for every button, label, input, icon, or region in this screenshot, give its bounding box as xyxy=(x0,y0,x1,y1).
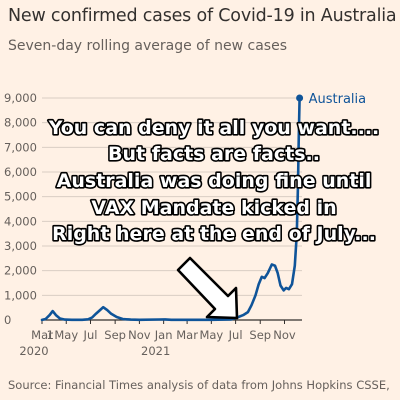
chart-source: Source: Financial Times analysis of data… xyxy=(8,378,390,392)
x-tick-label: Mar xyxy=(176,328,198,342)
chart-title: New confirmed cases of Covid-19 in Austr… xyxy=(8,6,397,26)
arrow-down-right-icon xyxy=(176,256,239,320)
legend-australia: Australia xyxy=(309,92,367,107)
y-tick-label: 2,000 xyxy=(4,264,37,278)
y-tick-label: 5,000 xyxy=(4,190,37,204)
x-tick-label: Jul xyxy=(83,328,98,342)
x-tick-label: Jul xyxy=(228,328,243,342)
meme-overlay: You can deny it all you want.... But fac… xyxy=(46,115,381,320)
x-tick-label: May xyxy=(54,328,78,342)
overlay-line-3: Australia was doing fine until xyxy=(57,170,372,192)
chart-subtitle: Seven-day rolling average of new cases xyxy=(8,38,287,54)
x-tick-label: Sep xyxy=(249,328,271,342)
x-tick-label: Nov xyxy=(273,328,296,342)
overlay-line-1: You can deny it all you want.... xyxy=(48,117,380,139)
x-tick-year: 2021 xyxy=(141,344,170,358)
y-tick-label: 6,000 xyxy=(4,165,37,179)
y-axis-ticks: 0 1,000 2,000 3,000 4,000 5,000 6,000 7,000 8,00… xyxy=(4,91,37,327)
x-tick-label: May xyxy=(199,328,223,342)
x-tick-label: Mar xyxy=(31,328,53,342)
x-tick-label: Sep xyxy=(104,328,126,342)
x-tick-label-extra: 1 xyxy=(47,328,54,342)
x-tick-label: Jan xyxy=(154,328,173,342)
y-tick-label: 7,000 xyxy=(4,140,37,154)
overlay-line-5: Right here at the end of July... xyxy=(52,223,376,245)
y-tick-label: 0 xyxy=(4,313,11,327)
y-tick-label: 1,000 xyxy=(4,288,37,302)
series-end-point xyxy=(296,94,304,102)
overlay-line-2: But facts are facts.. xyxy=(108,143,320,165)
grid xyxy=(42,97,302,321)
x-tick-year: 2020 xyxy=(19,344,48,358)
series-line-australia xyxy=(40,96,301,322)
y-tick-label: 8,000 xyxy=(4,116,37,130)
y-tick-label: 4,000 xyxy=(4,214,37,228)
y-tick-label: 3,000 xyxy=(4,239,37,253)
overlay-line-4: VAX Mandate kicked in xyxy=(91,197,336,219)
y-tick-label: 9,000 xyxy=(4,91,37,105)
x-tick-label: Nov xyxy=(128,328,151,342)
